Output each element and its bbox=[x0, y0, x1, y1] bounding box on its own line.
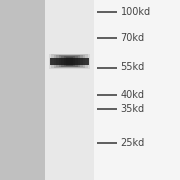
Bar bbox=[61, 56, 78, 67]
Bar bbox=[56, 55, 83, 68]
Text: 35kd: 35kd bbox=[121, 104, 145, 114]
Bar bbox=[49, 54, 90, 69]
Bar bbox=[64, 56, 75, 66]
Bar bbox=[45, 0, 94, 180]
Text: 40kd: 40kd bbox=[121, 89, 145, 100]
Text: 55kd: 55kd bbox=[121, 62, 145, 73]
Bar bbox=[58, 55, 80, 67]
Bar bbox=[54, 55, 85, 68]
Text: 70kd: 70kd bbox=[121, 33, 145, 43]
Text: 100kd: 100kd bbox=[121, 7, 151, 17]
Text: 25kd: 25kd bbox=[121, 138, 145, 148]
Bar bbox=[66, 57, 73, 66]
Bar bbox=[94, 0, 180, 180]
Bar bbox=[51, 54, 87, 68]
Bar bbox=[50, 58, 89, 65]
